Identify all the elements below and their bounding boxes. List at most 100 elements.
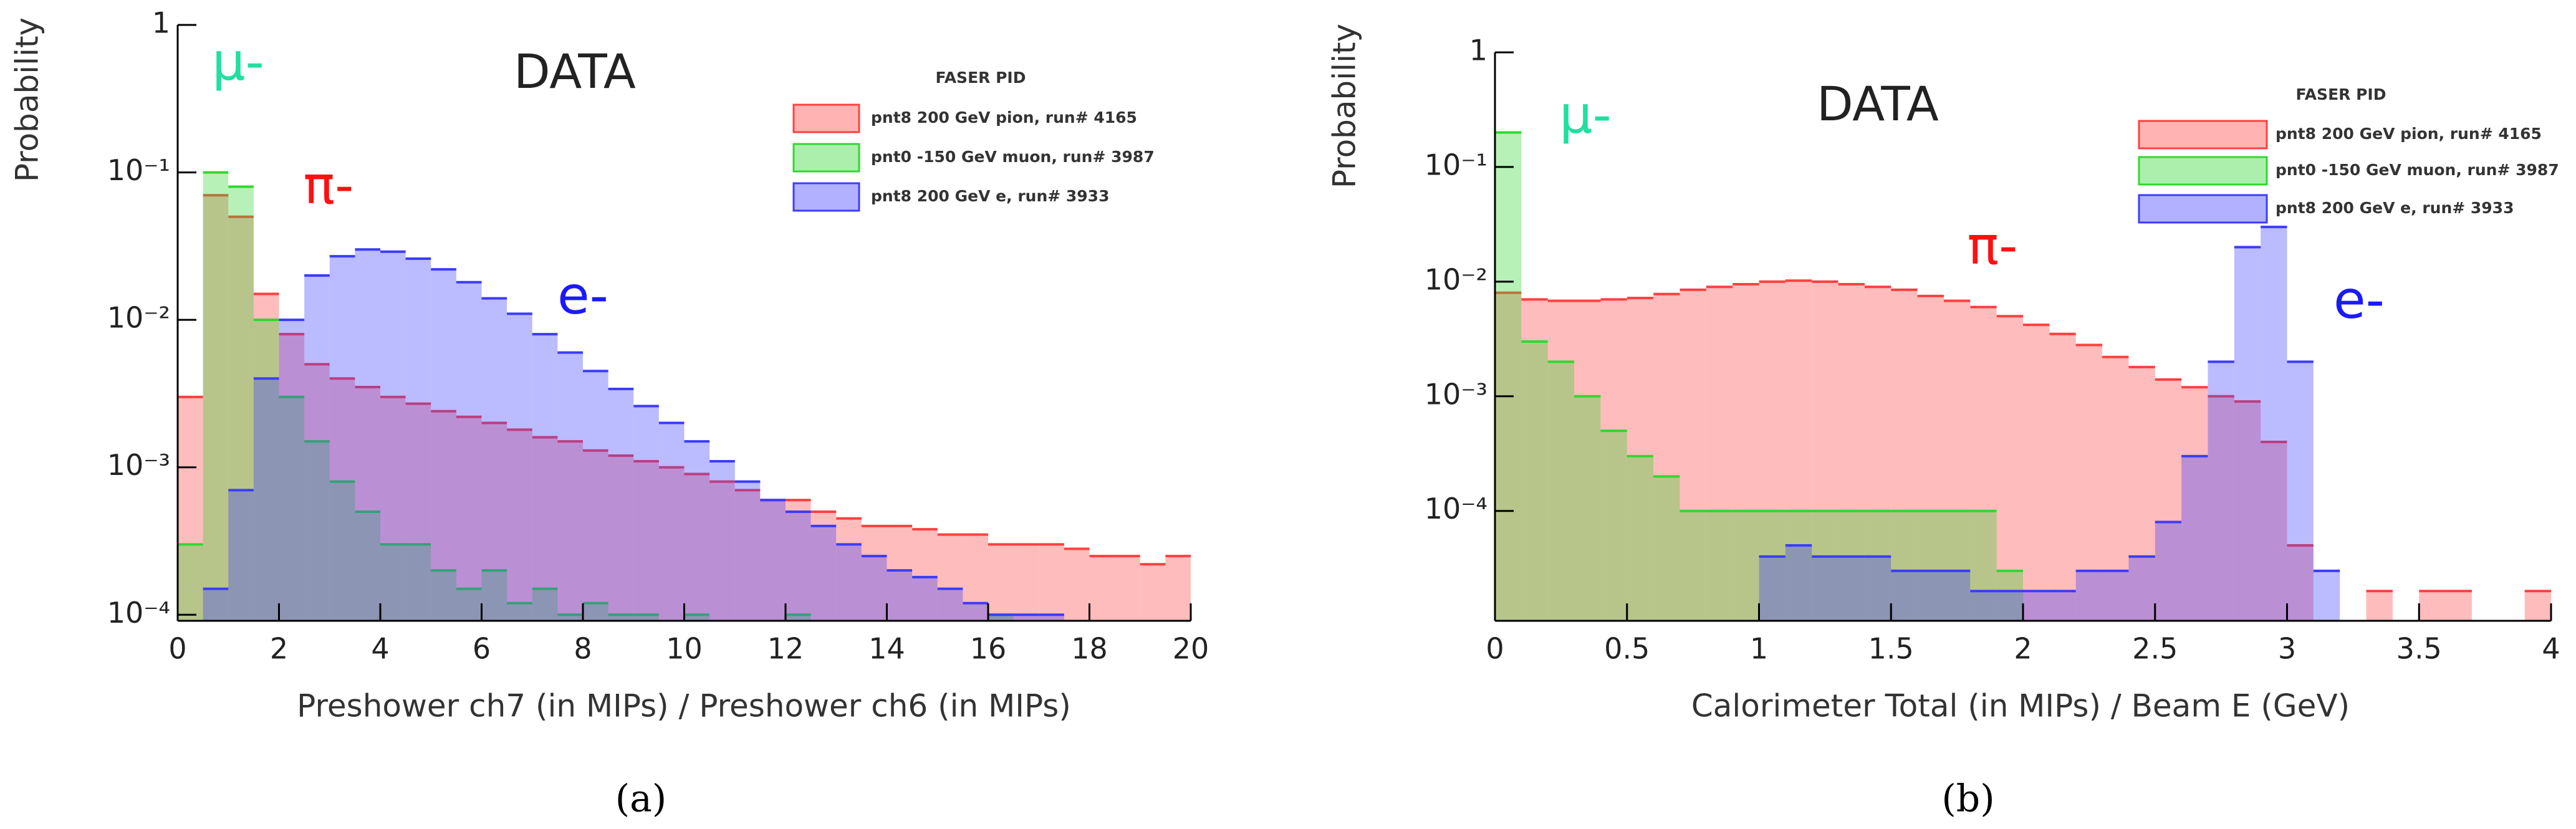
histogram-bar [1970,591,1997,621]
histogram-bar [963,603,988,621]
histogram-bar [507,603,532,621]
histogram-bar [557,352,583,621]
histogram-bar [760,500,786,621]
histogram-bar [304,275,330,621]
data-label: DATA [514,44,636,99]
histogram-bar [786,500,811,621]
histogram-bar [1733,510,1759,621]
x-tick-label: 8 [574,632,592,666]
y-tick-label: 1 [1469,34,1487,67]
annotation: π- [1968,215,2018,276]
histogram-bar [304,441,330,621]
annotation: π- [304,155,354,216]
histogram-bar [633,615,659,621]
x-tick-label: 12 [767,632,804,666]
histogram-bar [786,511,811,621]
histogram-bar [2261,441,2287,621]
x-tick-label: 16 [970,632,1007,666]
histogram-bar [937,534,963,621]
histogram-bar [2234,247,2261,621]
histogram-bar [912,529,938,621]
histogram-bar [1785,510,1812,621]
histogram-bar [228,186,254,621]
x-tick-label: 0 [1486,632,1504,666]
caption: (b) [1941,777,1994,821]
histogram-bar [887,525,913,621]
histogram-bar [2102,357,2129,621]
legend-swatch [2138,156,2268,186]
histogram-bar [988,615,1014,621]
annotation: μ- [212,31,264,92]
histogram-bar [431,411,456,621]
legend-swatch [2138,194,2268,224]
histogram-bar [405,258,431,621]
histogram-bar [684,441,710,621]
histogram-bar [405,544,431,621]
histogram-bar [1970,510,1997,621]
histogram-bar [532,588,558,621]
x-tick-label: 0 [168,632,186,666]
histogram-bar [2287,362,2314,621]
histogram-bar [380,544,406,621]
histogram-bar [2234,401,2261,621]
y-axis-label: Probability [1327,24,1363,188]
histogram-bar [329,378,355,621]
histogram-bar [2419,591,2446,621]
annotation: μ- [1559,84,1612,145]
histogram-bar [1812,281,1838,621]
histogram-bar [1943,570,1971,621]
histogram-bar [2181,387,2208,621]
histogram-bar [2445,591,2472,621]
y-tick-label: 10⁻² [107,301,170,335]
histogram-bar [786,615,811,621]
x-tick-label: 6 [473,632,491,666]
y-tick-label: 10⁻² [1425,262,1487,296]
histogram-bar [1089,556,1115,621]
histogram-bar [380,251,406,621]
legend-swatch [792,103,860,133]
histogram-bar [760,500,786,621]
histogram-bar [2155,522,2182,621]
histogram-bar [1759,510,1785,621]
histogram-bar [1891,570,1918,621]
histogram-bar [1140,564,1166,621]
histogram-bar [1547,300,1575,621]
x-tick-label: 14 [868,632,905,666]
histogram-bar [861,556,887,621]
x-tick-label: 10 [666,632,703,666]
histogram-bar [2128,556,2155,621]
histogram-bar [279,396,305,621]
legend-swatch [792,143,860,173]
histogram-bar [203,195,229,621]
histogram-bar [1064,549,1090,621]
histogram-bar [532,437,558,621]
histogram-bar [2524,591,2551,621]
x-axis-label: Preshower ch7 (in MIPs) / Preshower ch6 … [297,688,1071,724]
legend-label: pnt0 -150 GeV muon, run# 3987 [2276,161,2559,179]
histogram-bar [2366,591,2393,621]
x-tick-label: 2 [270,632,288,666]
histogram-bar [684,615,710,621]
histogram-bar [2313,570,2340,621]
histogram-bar [734,490,761,621]
caption: (a) [615,777,667,821]
histogram-bar [380,396,406,621]
histogram-bar [178,544,203,621]
histogram-bar [583,450,608,621]
histogram-bar [1785,545,1812,621]
legend-swatch [2138,120,2268,150]
histogram-bar [709,481,735,621]
legend-title: FASER PID [936,69,1026,87]
legend-label: pnt8 200 GeV pion, run# 4165 [2276,125,2542,143]
histogram-bar [1547,362,1575,621]
histogram-bar [583,371,608,621]
histogram-bar [1706,287,1733,621]
histogram-bar [481,423,507,621]
histogram-bar [937,588,963,621]
histogram-bar [2208,396,2234,621]
histogram-bar [279,334,305,621]
histogram-bar [1600,299,1627,621]
histogram-bar [355,511,380,621]
data-label: DATA [1817,76,1939,132]
